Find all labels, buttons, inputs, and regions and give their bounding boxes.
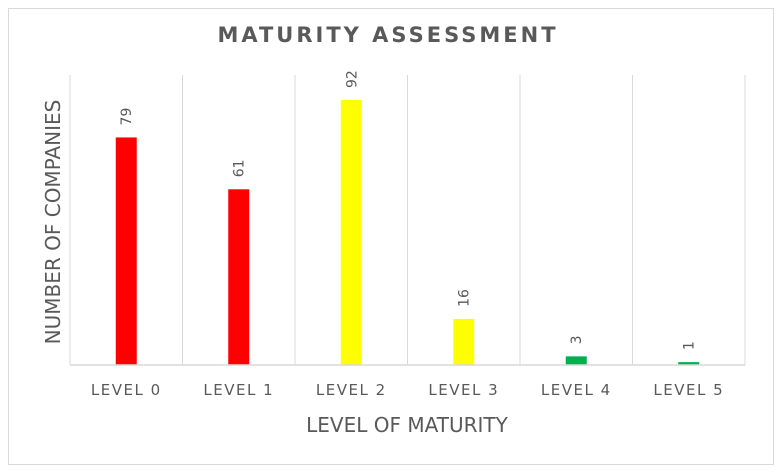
x-tick-label: LEVEL 0 <box>91 381 162 399</box>
bar-level-4 <box>565 356 587 365</box>
data-label: 1 <box>682 341 698 350</box>
x-tick-label: LEVEL 5 <box>653 381 724 399</box>
x-tick-labels: LEVEL 0 LEVEL 1 LEVEL 2 LEVEL 3 LEVEL 4 LEVEL… <box>91 381 724 399</box>
bar-level-2 <box>340 100 362 365</box>
data-label: 3 <box>569 335 585 344</box>
data-label: 79 <box>119 108 135 126</box>
x-tick-label: LEVEL 1 <box>203 381 274 399</box>
x-tick-label: LEVEL 2 <box>316 381 387 399</box>
chart-title: MATURITY ASSESSMENT <box>217 23 558 47</box>
bar-level-1 <box>228 189 250 365</box>
x-axis-title: LEVEL OF MATURITY <box>306 413 508 437</box>
data-label: 92 <box>344 70 360 88</box>
x-tick-label: LEVEL 4 <box>541 381 612 399</box>
x-tick-label: LEVEL 3 <box>428 381 499 399</box>
y-axis-title: NUMBER OF COMPANIES <box>41 100 65 345</box>
category-gridlines <box>69 75 746 365</box>
data-label: 61 <box>232 159 248 177</box>
bar-level-5 <box>678 362 700 365</box>
bar-level-3 <box>453 318 475 365</box>
bar-level-0 <box>115 137 137 365</box>
data-labels: 79 61 92 16 3 1 <box>119 70 698 350</box>
data-label: 16 <box>457 289 473 307</box>
bars <box>115 100 700 365</box>
